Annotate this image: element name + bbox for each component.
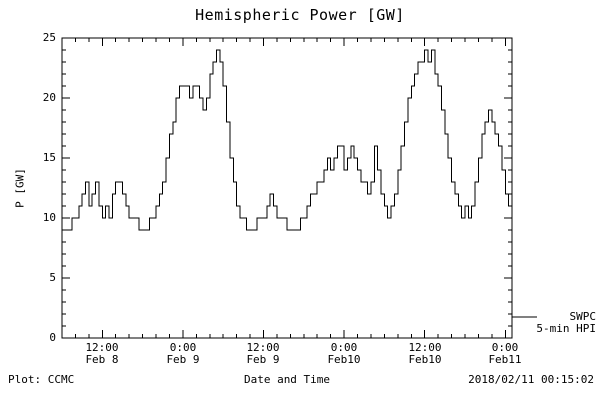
x-tick-time: 0:00 bbox=[491, 341, 519, 354]
x-tick-time: 12:00 bbox=[408, 341, 442, 354]
legend-series-label: 5-min HPI bbox=[536, 322, 596, 335]
y-axis-label: P [GW] bbox=[13, 168, 27, 208]
x-tick-date: Feb11 bbox=[488, 353, 522, 366]
x-axis-label: Date and Time bbox=[243, 373, 331, 386]
x-tick-time: 0:00 bbox=[169, 341, 197, 354]
plot-credit: Plot: CCMC bbox=[8, 373, 75, 386]
x-tick-label-2: 0:00 Feb 9 bbox=[151, 342, 215, 366]
x-tick-label-1: 12:00 Feb 8 bbox=[70, 342, 134, 366]
y-tick-label-15: 15 bbox=[42, 151, 56, 164]
x-tick-time: 0:00 bbox=[330, 341, 358, 354]
x-tick-time: 12:00 bbox=[85, 341, 119, 354]
legend-source-label: SWPC bbox=[569, 310, 597, 323]
y-tick-label-10: 10 bbox=[42, 211, 56, 224]
x-tick-date: Feb 9 bbox=[246, 353, 280, 366]
x-tick-label-3: 12:00 Feb 9 bbox=[231, 342, 295, 366]
x-tick-date: Feb10 bbox=[327, 353, 361, 366]
chart-title: Hemispheric Power [GW] bbox=[195, 6, 405, 24]
x-tick-time: 12:00 bbox=[246, 341, 280, 354]
x-tick-label-5: 12:00 Feb10 bbox=[393, 342, 457, 366]
x-tick-date: Feb 8 bbox=[85, 353, 119, 366]
x-tick-date: Feb 9 bbox=[166, 353, 200, 366]
y-tick-label-5: 5 bbox=[49, 271, 56, 284]
x-tick-label-4: 0:00 Feb10 bbox=[312, 342, 376, 366]
y-tick-label-0: 0 bbox=[49, 331, 56, 344]
x-tick-date: Feb10 bbox=[408, 353, 442, 366]
y-tick-label-25: 25 bbox=[42, 31, 56, 44]
y-tick-label-20: 20 bbox=[42, 91, 56, 104]
generation-timestamp: 2018/02/11 00:15:02 bbox=[468, 373, 594, 386]
x-tick-label-6: 0:00 Feb11 bbox=[473, 342, 537, 366]
